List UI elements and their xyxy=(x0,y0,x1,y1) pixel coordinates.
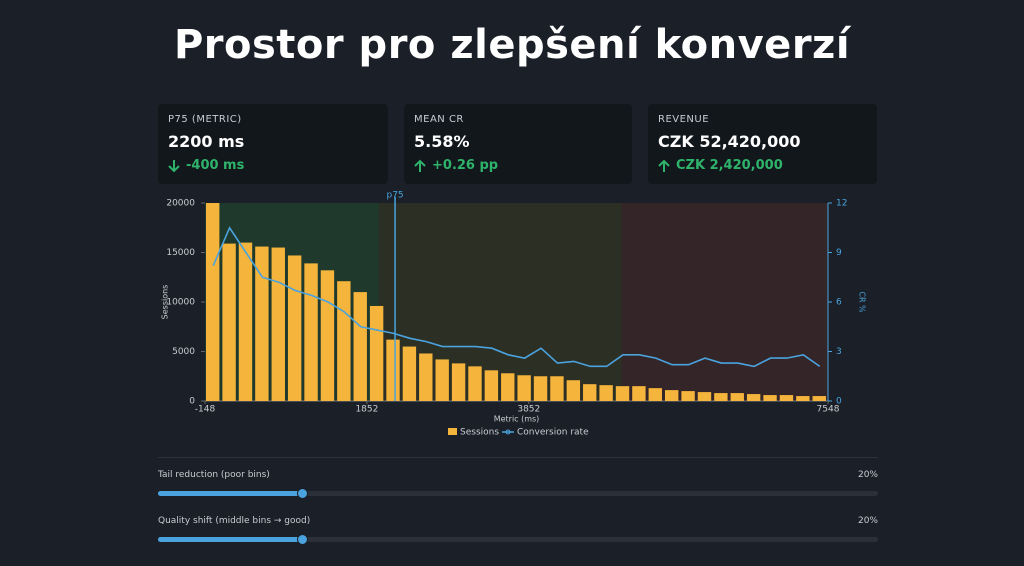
y2-axis-title: CR % xyxy=(858,291,867,313)
kpi-value: 2200 ms xyxy=(168,132,245,151)
y2-tick-label: 12 xyxy=(836,199,847,209)
bar xyxy=(304,263,318,401)
x-tick-label: -148 xyxy=(195,405,216,415)
bar xyxy=(517,375,531,401)
bar xyxy=(697,392,712,401)
bar xyxy=(435,359,449,401)
bar xyxy=(206,203,220,401)
kpi-delta-text: -400 ms xyxy=(186,158,245,173)
bar xyxy=(320,270,335,401)
bar xyxy=(501,373,515,401)
kpi-label: REVENUE xyxy=(658,114,710,125)
x-tick-label: 1852 xyxy=(355,405,378,415)
kpi-card: P75 (METRIC) 2200 ms -400 ms xyxy=(158,104,388,184)
y2-tick-label: 0 xyxy=(836,397,842,407)
y-axis-title: Sessions xyxy=(161,285,170,320)
legend-swatch xyxy=(448,428,457,435)
slider-value: 20% xyxy=(857,516,878,526)
x-tick-label: 7548 xyxy=(817,405,840,415)
kpi-delta: +0.26 pp xyxy=(414,158,498,173)
bar xyxy=(402,346,417,401)
kpi-label: MEAN CR xyxy=(414,114,464,125)
kpi-value: 5.58% xyxy=(414,132,470,151)
bar xyxy=(796,396,810,401)
arrow-icon xyxy=(168,159,180,172)
slider-value: 20% xyxy=(857,470,878,480)
kpi-card: MEAN CR 5.58% +0.26 pp xyxy=(404,104,632,184)
bar xyxy=(419,353,433,401)
slider-track[interactable] xyxy=(158,488,878,499)
bar xyxy=(222,243,236,401)
x-axis-title: Metric (ms) xyxy=(494,415,540,424)
conversion-line xyxy=(212,226,821,368)
bar xyxy=(763,395,777,401)
y-tick-label: 15000 xyxy=(166,248,195,258)
legend-label: Conversion rate xyxy=(517,428,589,438)
y-tick-label: 5000 xyxy=(172,347,195,357)
bar xyxy=(484,370,499,401)
kpi-delta-text: +0.26 pp xyxy=(432,158,499,173)
bar xyxy=(779,395,794,401)
bar xyxy=(238,242,253,401)
slider-track[interactable] xyxy=(158,534,878,545)
bar xyxy=(664,390,679,401)
bar xyxy=(287,255,302,401)
slider-knob[interactable] xyxy=(297,534,308,545)
bar xyxy=(271,247,285,401)
bar xyxy=(550,376,564,401)
slider-knob[interactable] xyxy=(297,488,308,499)
y2-tick-label: 9 xyxy=(836,248,842,258)
slider-label: Quality shift (middle bins → good) xyxy=(158,516,311,526)
separator xyxy=(158,457,878,458)
kpi-value: CZK 52,420,000 xyxy=(658,132,801,151)
arrow-icon xyxy=(658,159,670,172)
bar xyxy=(615,386,630,401)
kpi-label: P75 (METRIC) xyxy=(168,114,242,125)
bar xyxy=(746,394,761,401)
bar xyxy=(369,305,384,401)
x-tick-label: 3852 xyxy=(517,405,540,415)
y2-tick-label: 3 xyxy=(836,347,842,357)
bar xyxy=(468,366,482,401)
bar xyxy=(632,386,646,401)
p75-label: p75 xyxy=(386,191,403,201)
arrow-icon xyxy=(414,159,426,172)
bar xyxy=(714,393,728,401)
bar xyxy=(533,376,548,401)
kpi-delta: CZK 2,420,000 xyxy=(658,158,783,173)
bar xyxy=(599,385,613,401)
y2-tick-label: 6 xyxy=(836,298,842,308)
bar xyxy=(583,384,597,401)
bar xyxy=(451,363,466,401)
bar xyxy=(337,281,351,401)
kpi-card: REVENUE CZK 52,420,000 CZK 2,420,000 xyxy=(648,104,877,184)
bar xyxy=(255,246,269,401)
legend-label: Sessions xyxy=(460,428,499,438)
bar xyxy=(812,396,826,401)
bar xyxy=(730,393,744,401)
bar xyxy=(566,380,581,401)
slider-fill xyxy=(158,491,302,496)
legend-swatch xyxy=(505,429,511,435)
bar xyxy=(353,292,367,401)
kpi-delta-text: CZK 2,420,000 xyxy=(676,158,783,173)
bar xyxy=(386,339,400,401)
bar xyxy=(681,391,695,401)
y-tick-label: 20000 xyxy=(166,199,195,209)
bar xyxy=(648,388,662,401)
page-title: Prostor pro zlepšení konverzí xyxy=(173,22,851,68)
y-tick-label: 0 xyxy=(189,397,195,407)
slider-fill xyxy=(158,537,302,542)
slider-label: Tail reduction (poor bins) xyxy=(158,470,270,480)
kpi-delta: -400 ms xyxy=(168,158,244,173)
y-tick-label: 10000 xyxy=(166,298,195,308)
zone xyxy=(621,203,828,401)
